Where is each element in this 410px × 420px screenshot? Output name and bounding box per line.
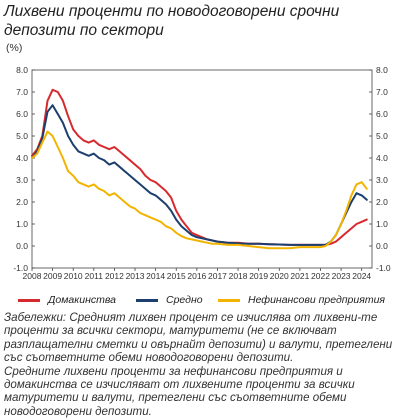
x-tick-label: 2020 <box>270 271 289 281</box>
legend-label-average: Средно <box>166 294 203 306</box>
x-tick-label: 2016 <box>187 271 206 281</box>
x-tick-label: 2010 <box>64 271 83 281</box>
plot-frame <box>31 69 373 269</box>
y-tick-label-left: 6.0 <box>16 109 28 119</box>
chart-svg: -1.0 -1.0 0.0 0.0 1.0 1.0 2.0 2.0 3.0 3.0 4.0 4.0 5.… <box>13 65 391 281</box>
legend-swatch-households <box>18 298 40 302</box>
x-tick-label: 2024 <box>352 271 371 281</box>
y-tick-label-left: 8.0 <box>16 65 28 75</box>
x-tick-label: 2008 <box>23 271 42 281</box>
x-tick-label: 2009 <box>43 271 62 281</box>
y-tick-label-right: 5.0 <box>376 131 388 141</box>
y-tick-label-right: 8.0 <box>376 65 388 75</box>
x-tick-label: 2019 <box>249 271 268 281</box>
x-tick-label: 2023 <box>332 271 351 281</box>
y-tick-label-left: 7.0 <box>16 87 28 97</box>
legend-swatch-nonfinancial <box>218 298 240 302</box>
x-tick-label: 2013 <box>126 271 145 281</box>
legend-item-households: Домакинства <box>18 292 116 308</box>
y-tick-label-left: 3.0 <box>16 175 28 185</box>
y-tick-label-right: -1.0 <box>376 263 391 273</box>
y-tick-label-right: 2.0 <box>376 197 388 207</box>
note-paragraph-1: Забележки: Средният лихвен процент се из… <box>4 311 393 365</box>
y-tick-label-right: 1.0 <box>376 219 388 229</box>
y-tick-label-left: 1.0 <box>16 219 28 229</box>
y-tick-label-right: 0.0 <box>376 241 388 251</box>
chart-lines <box>31 88 368 250</box>
x-tick-label: 2014 <box>146 271 165 281</box>
x-tick-label: 2011 <box>85 271 104 281</box>
x-tick-label: 2021 <box>290 271 309 281</box>
chart-notes: Забележки: Средният лихвен процент се из… <box>4 311 406 418</box>
legend-label-nonfinancial: Нефинансови предприятия <box>248 294 386 306</box>
series-line-nonfinancial <box>31 130 368 250</box>
series-line-average <box>31 104 368 246</box>
chart-axes: -1.0 -1.0 0.0 0.0 1.0 1.0 2.0 2.0 3.0 3.0 4.0 4.0 5.… <box>13 65 391 281</box>
legend-swatch-average <box>136 298 158 302</box>
unit-label: (%) <box>6 42 23 54</box>
chart-title: Лихвени проценти по новодоговорени срочн… <box>4 3 340 39</box>
y-tick-label-left: 4.0 <box>16 153 28 163</box>
y-tick-label-right: 4.0 <box>376 153 388 163</box>
x-tick-label: 2018 <box>229 271 248 281</box>
y-tick-label-left: 0.0 <box>16 241 28 251</box>
x-tick-label: 2015 <box>167 271 186 281</box>
x-tick-label: 2012 <box>105 271 124 281</box>
note-paragraph-2: Средните лихвени проценти за нефинансови… <box>4 364 355 418</box>
series-line-households <box>31 88 368 246</box>
x-tick-label: 2022 <box>311 271 330 281</box>
legend-label-households: Домакинства <box>48 294 116 306</box>
y-tick-label-left: 5.0 <box>16 131 28 141</box>
legend-item-nonfinancial: Нефинансови предприятия <box>218 292 385 308</box>
y-tick-label-left: 2.0 <box>16 197 28 207</box>
y-tick-label-right: 7.0 <box>376 87 388 97</box>
chart-legend: Домакинства Средно Нефинансови предприят… <box>0 292 410 308</box>
x-tick-label: 2017 <box>208 271 227 281</box>
legend-item-average: Средно <box>136 292 203 308</box>
y-tick-label-left: -1.0 <box>13 263 28 273</box>
y-tick-label-right: 6.0 <box>376 109 388 119</box>
y-tick-label-right: 3.0 <box>376 175 388 185</box>
